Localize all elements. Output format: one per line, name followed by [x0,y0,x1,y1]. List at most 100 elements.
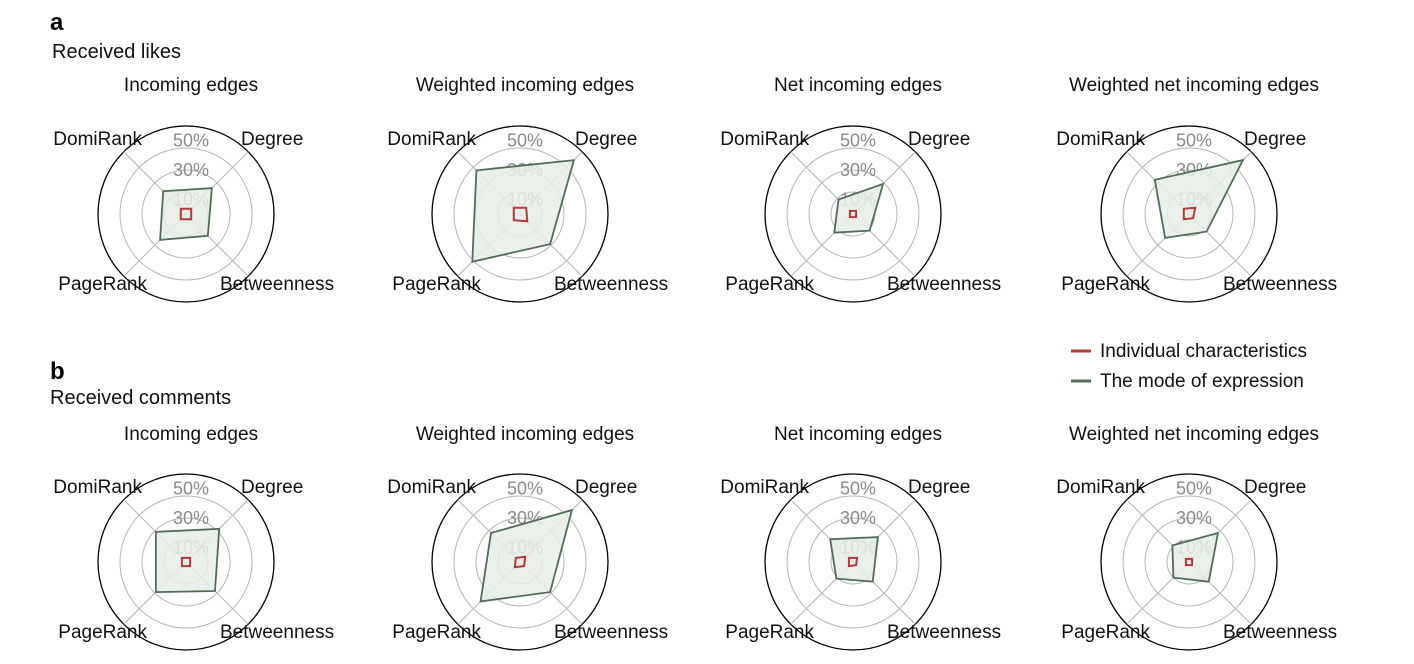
section-title-b: Received comments [50,387,231,409]
axis-label-betweenness: Betweenness [1223,622,1337,643]
axis-label-pagerank: PageRank [58,622,147,643]
grid-ring [808,169,898,259]
axis-label-domirank: DomiRank [720,129,809,150]
tick-label: 50% [507,479,543,499]
section-a-header: a Received likes [50,9,181,63]
chart-title: Incoming edges [124,75,258,96]
axis-label-domirank: DomiRank [387,129,476,150]
section-b-header: b Received comments [50,358,231,409]
axis-label-betweenness: Betweenness [554,622,668,643]
axis-label-betweenness: Betweenness [887,274,1001,295]
series-individual-characteristics [847,556,859,568]
series-individual-characteristics [848,209,858,219]
grid-ring [475,517,565,607]
grid-ring [119,495,253,629]
tick-label: 50% [840,479,876,499]
axis-label-degree: Degree [1244,129,1306,150]
outer-ring [1100,125,1278,303]
radar-charts: Incoming edges10%30%50%DegreeBetweenness… [53,75,1337,651]
tick-label: 50% [507,131,543,151]
axis-label-domirank: DomiRank [1056,129,1145,150]
radar-chart-b-4: Weighted net incoming edges10%30%50%Degr… [1056,424,1337,651]
tick-label: 30% [840,508,876,528]
axis-label-degree: Degree [908,477,970,498]
grid-ring [1144,517,1234,607]
tick-label: 50% [840,131,876,151]
chart-title: Weighted incoming edges [416,424,634,445]
chart-title: Net incoming edges [774,75,942,96]
outer-ring [97,125,275,303]
grid-ring [1122,147,1256,281]
tick-label: 30% [840,160,876,180]
chart-title: Weighted net incoming edges [1069,75,1319,96]
panel-letter-a: a [50,9,64,36]
grid-ring [786,147,920,281]
legend-label-mode: The mode of expression [1100,371,1304,392]
axis-label-domirank: DomiRank [720,477,809,498]
grid-ring [1144,169,1234,259]
axis-label-pagerank: PageRank [58,274,147,295]
axis-label-pagerank: PageRank [392,274,481,295]
outer-ring [97,473,275,651]
axis-label-degree: Degree [575,129,637,150]
series-mode-of-expression [1171,531,1220,583]
series-individual-characteristics [513,555,527,569]
axis-label-pagerank: PageRank [725,274,814,295]
tick-label: 50% [1176,131,1212,151]
axis-label-domirank: DomiRank [1056,477,1145,498]
section-title-a: Received likes [52,41,181,63]
axis-label-degree: Degree [241,477,303,498]
tick-label: 50% [1176,479,1212,499]
axis-label-domirank: DomiRank [387,477,476,498]
grid-ring [808,517,898,607]
tick-label: 30% [1176,508,1212,528]
axis-label-betweenness: Betweenness [887,622,1001,643]
outer-ring [431,473,609,651]
panel-letter-b: b [50,358,65,385]
tick-label: 30% [173,508,209,528]
series-individual-characteristics [1182,206,1197,221]
axis-label-domirank: DomiRank [53,477,142,498]
outer-ring [1100,473,1278,651]
radar-chart-b-1: Incoming edges10%30%50%DegreeBetweenness… [53,424,334,651]
legend: Individual characteristics The mode of e… [1071,341,1307,392]
grid-ring [119,147,253,281]
axis-label-degree: Degree [908,129,970,150]
series-mode-of-expression [829,536,879,583]
legend-label-individual: Individual characteristics [1100,341,1307,362]
axis-label-degree: Degree [241,129,303,150]
grid-ring [141,169,231,259]
axis-label-domirank: DomiRank [53,129,142,150]
chart-title: Incoming edges [124,424,258,445]
axis-label-pagerank: PageRank [725,622,814,643]
series-mode-of-expression [154,527,221,594]
chart-title: Weighted net incoming edges [1069,424,1319,445]
outer-ring [764,125,942,303]
grid-ring [1122,495,1256,629]
grid-ring [453,495,587,629]
chart-title: Net incoming edges [774,424,942,445]
radar-chart-b-3: Net incoming edges10%30%50%DegreeBetween… [720,424,1001,651]
grid-ring [141,517,231,607]
tick-label: 50% [173,479,209,499]
axis-label-betweenness: Betweenness [220,622,334,643]
axis-label-betweenness: Betweenness [220,274,334,295]
series-mode-of-expression [1153,158,1245,239]
radar-chart-a-2: Weighted incoming edges10%30%50%DegreeBe… [387,75,668,303]
axis-label-pagerank: PageRank [1061,274,1150,295]
axis-label-pagerank: PageRank [392,622,481,643]
grid-ring [453,147,587,281]
axis-label-betweenness: Betweenness [554,274,668,295]
axis-label-degree: Degree [575,477,637,498]
tick-label: 30% [173,160,209,180]
outer-ring [431,125,609,303]
radar-chart-a-4: Weighted net incoming edges10%30%50%Degr… [1056,75,1337,303]
series-individual-characteristics [512,206,529,223]
series-individual-characteristics [1184,557,1194,567]
radar-chart-b-2: Weighted incoming edges10%30%50%DegreeBe… [387,424,668,651]
tick-label: 50% [173,131,209,151]
radar-chart-a-3: Net incoming edges10%30%50%DegreeBetween… [720,75,1001,303]
radar-chart-a-1: Incoming edges10%30%50%DegreeBetweenness… [53,75,334,303]
series-mode-of-expression [471,159,576,263]
